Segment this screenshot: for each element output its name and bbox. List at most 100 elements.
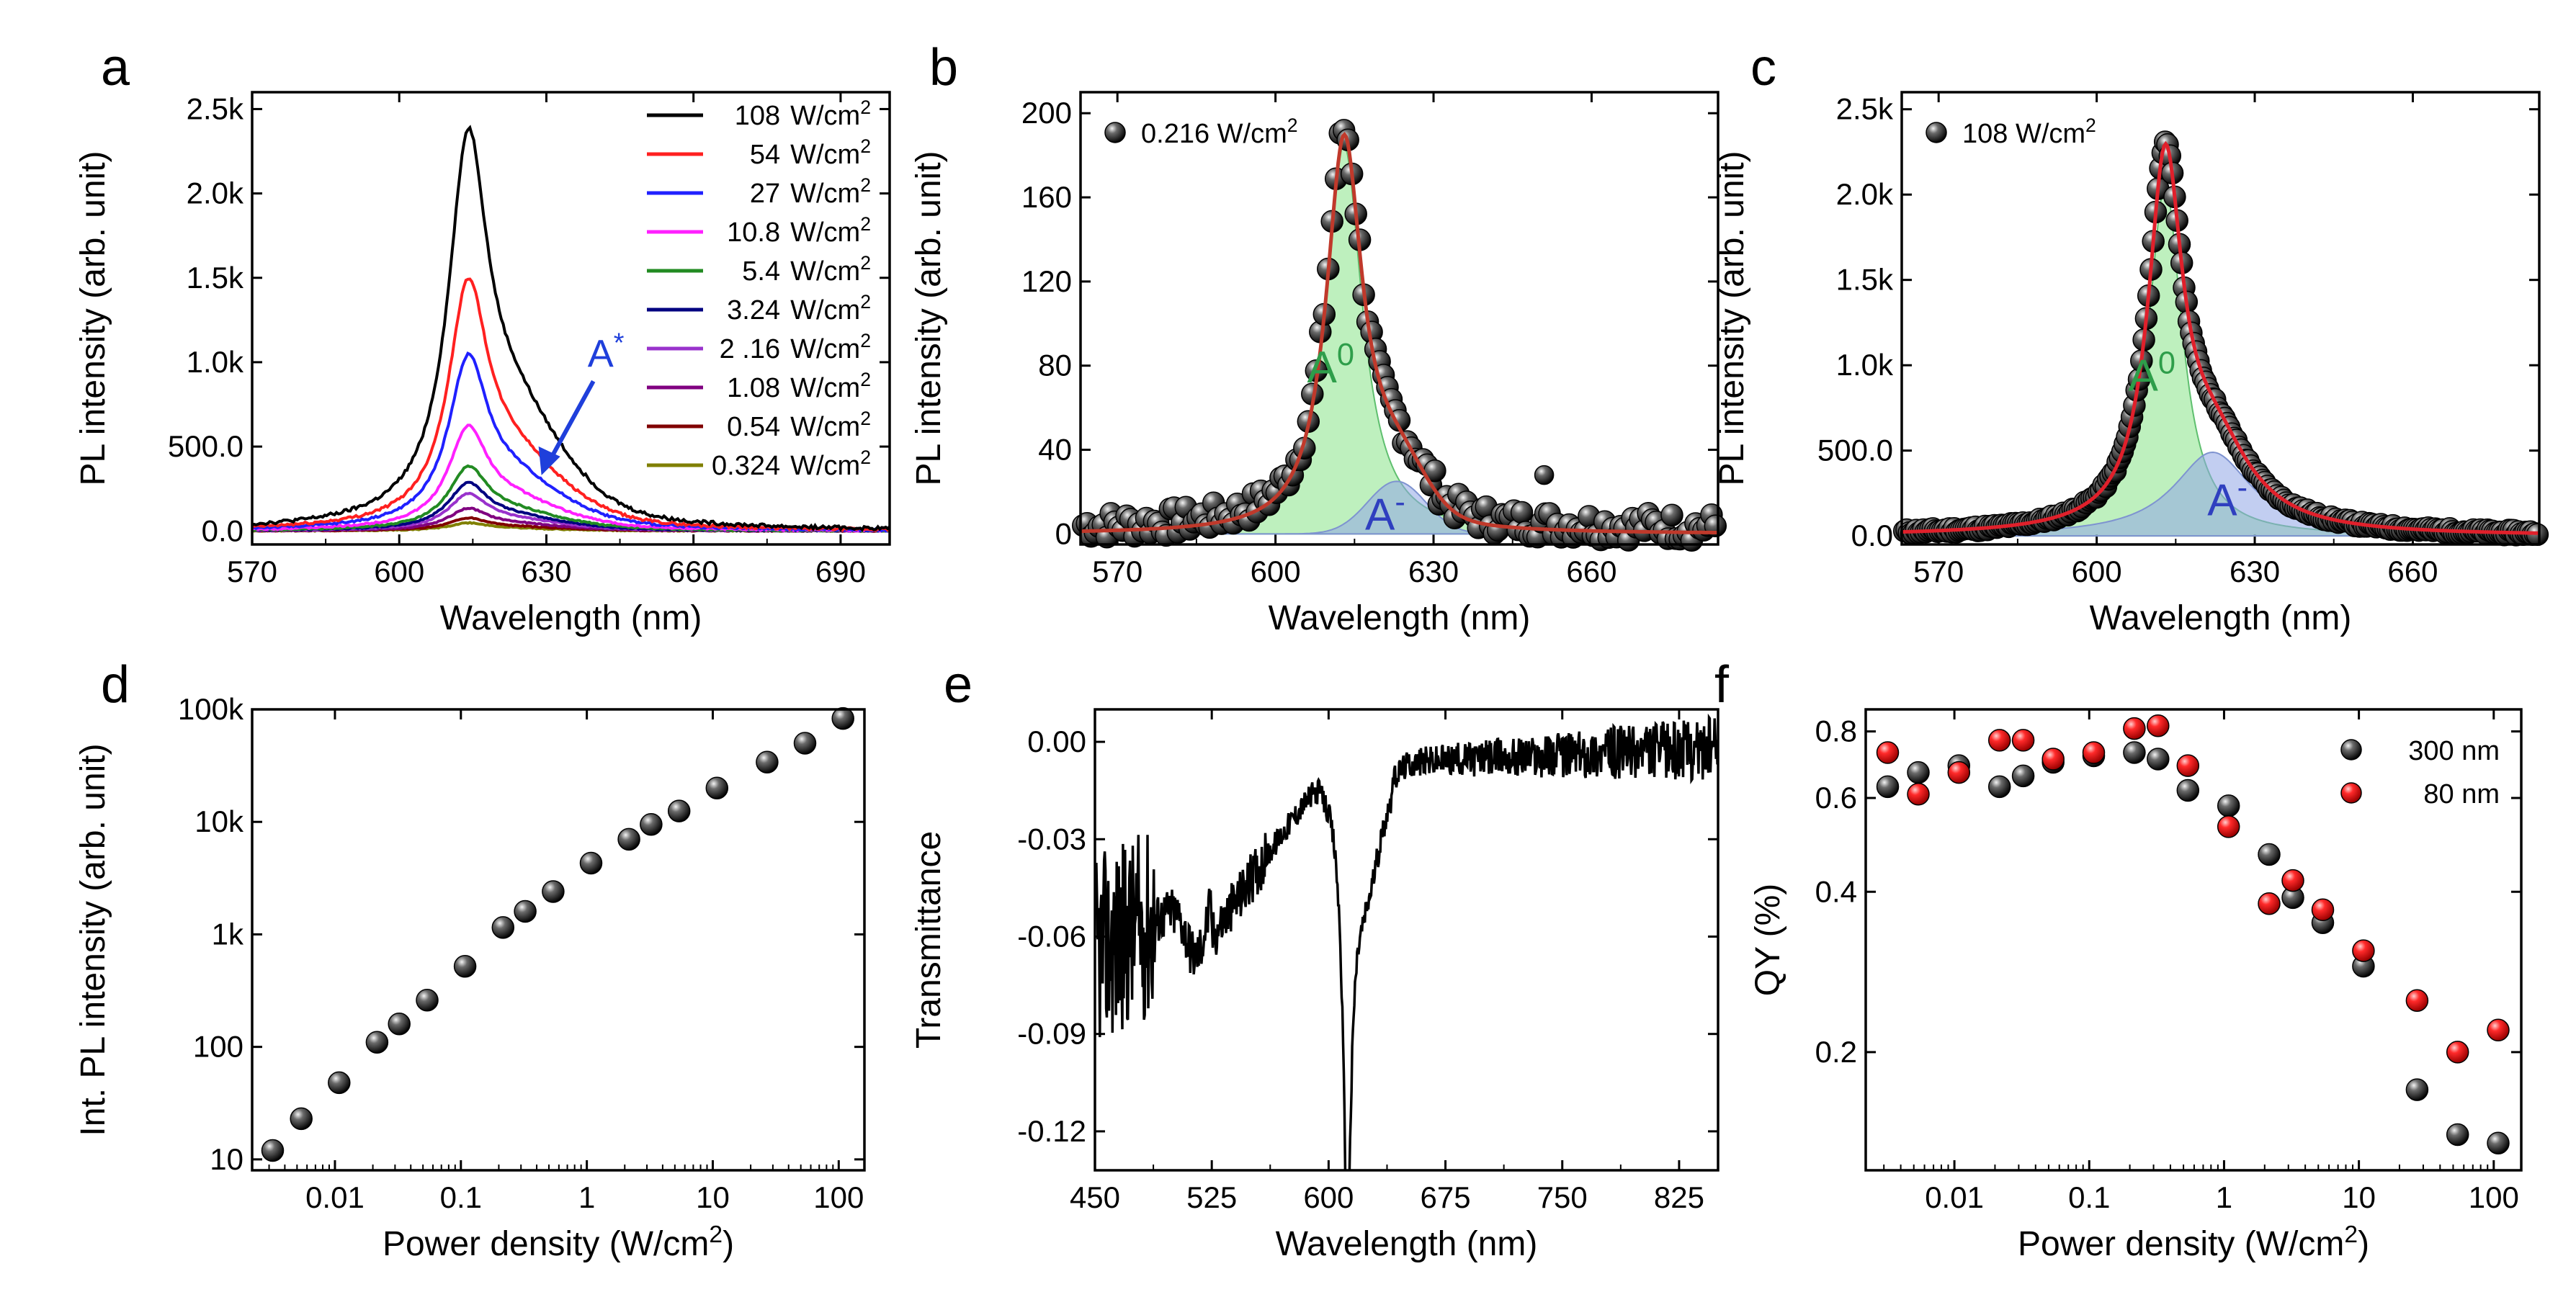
legend-entry: 54 W/cm2 <box>750 135 871 170</box>
y-tick-label: -0.09 <box>1017 1017 1086 1051</box>
superscript: 2 <box>860 213 871 235</box>
y-axis-title: QY (%) <box>1749 884 1787 996</box>
y-tick-label: 500.0 <box>1817 434 1893 467</box>
legend-entry: 5.4 W/cm2 <box>742 252 871 287</box>
data-point-300nm <box>1907 761 1930 784</box>
legend-entry: 10.8 W/cm2 <box>727 213 871 248</box>
data-point-80nm <box>2446 1041 2469 1064</box>
data-point-80nm <box>2352 939 2375 962</box>
superscript: 2 <box>860 291 871 313</box>
legend-unit: W/cm <box>790 451 860 481</box>
plot-frame <box>1900 91 2541 546</box>
data-point <box>290 1107 313 1131</box>
data-point <box>416 989 439 1012</box>
text-span: Wavelength (nm) <box>1269 599 1531 637</box>
x-tick-label: 100 <box>813 1180 864 1214</box>
y-tick-label: 10k <box>194 804 244 838</box>
data-point <box>365 1031 389 1054</box>
y-tick-label: 2.0k <box>187 176 244 210</box>
data-point-300nm <box>2487 1131 2510 1154</box>
data-point-80nm <box>2082 741 2106 764</box>
x-tick-label: 600 <box>2072 555 2122 588</box>
panel-letter: f <box>1714 656 1730 714</box>
legend-unit: W/cm <box>790 217 860 248</box>
y-tick-label: 2.5k <box>187 91 244 125</box>
y-tick-label: 0 <box>1055 516 1072 550</box>
x-tick-label: 0.01 <box>305 1180 365 1214</box>
data-point-80nm <box>2281 869 2304 892</box>
y-axis-title: Int. PL intensity (arb. unit) <box>74 743 112 1136</box>
data-point-80nm <box>2011 729 2035 752</box>
y-tick-label: 40 <box>1038 433 1072 467</box>
legend-entry: 0.216 W/cm2 <box>1141 115 1298 149</box>
y-tick-label: 80 <box>1038 349 1072 382</box>
data-point-80nm <box>2487 1018 2510 1042</box>
panel-d: d 0.01 0.1 1 10 100 10 100 1k 10k 100k Power densit… <box>74 656 866 1263</box>
annotation-A-star: A* <box>588 328 625 375</box>
panel-letter: b <box>929 39 958 97</box>
x-tick-label: 600 <box>1303 1180 1354 1214</box>
panel-letter: a <box>101 39 130 97</box>
panel-letter: d <box>101 656 130 714</box>
y-tick-label: 1.0k <box>187 345 244 379</box>
data-point-300nm <box>2446 1123 2469 1147</box>
y-tick-label: 0.6 <box>1815 781 1857 815</box>
legend-unit: W/cm <box>790 373 860 403</box>
superscript: 2 <box>860 369 871 390</box>
y-tick-label: 1.0k <box>1836 348 1894 382</box>
y-axis-title: Transmittance <box>910 831 948 1049</box>
text-span: 10.8 <box>727 217 780 248</box>
x-tick-label: 10 <box>696 1180 730 1214</box>
y-tick-label: 1.5k <box>187 261 244 295</box>
data-point <box>579 851 603 875</box>
text-span: 54 <box>750 140 780 170</box>
y-tick-label: 2.5k <box>1836 92 1894 126</box>
x-tick-label: 600 <box>1251 555 1301 588</box>
text-span: ) <box>2358 1225 2369 1263</box>
text-span: ) <box>723 1225 734 1263</box>
data-point-80nm <box>2405 989 2429 1012</box>
legend-marker <box>1104 122 1126 143</box>
text-span: Wavelength (nm) <box>440 599 702 637</box>
x-tick-label: 825 <box>1654 1180 1704 1214</box>
x-tick-label: 660 <box>668 555 719 588</box>
y-tick-label: 1k <box>212 917 244 951</box>
panel-e: e 450 525 600 675 750 825 0.00 -0.03 -0.06 -0.09 -0… <box>910 656 1719 1263</box>
text-span: 3.24 <box>727 295 780 326</box>
legend-entry: 3.24 W/cm2 <box>727 291 871 326</box>
data-point-300nm <box>2258 843 2281 866</box>
data-point-300nm <box>1987 775 2011 799</box>
text-span: 27 <box>750 179 780 209</box>
data-point <box>667 799 691 822</box>
superscript: 0 <box>2158 346 2175 381</box>
data-point <box>514 900 537 923</box>
text-span: Wavelength (nm) <box>2090 599 2352 637</box>
data-point <box>756 750 779 773</box>
superscript: 2 <box>860 330 871 351</box>
fit-curve <box>1081 131 1718 534</box>
legend-unit: W/cm <box>790 179 860 209</box>
legend-entry: 108 W/cm2 <box>735 97 871 131</box>
series-line-108 <box>252 423 890 533</box>
x-axis-title: Wavelength (nm) <box>440 599 702 637</box>
legend-entry: 80 nm <box>2423 779 2500 809</box>
y-tick-label: 0.0 <box>1851 519 1893 552</box>
y-tick-label: -0.12 <box>1017 1114 1086 1148</box>
text-span: 108 <box>735 101 780 131</box>
data-point-300nm <box>2405 1078 2429 1101</box>
data-point-300nm <box>1876 775 1900 799</box>
text-span: 0.216 W/cm <box>1141 119 1287 149</box>
data-point <box>542 880 565 903</box>
y-tick-label: -0.06 <box>1017 919 1086 953</box>
x-tick-label: 675 <box>1421 1180 1471 1214</box>
superscript: 2 <box>860 135 871 157</box>
data-point <box>388 1013 411 1036</box>
x-tick-label: 660 <box>1566 555 1616 588</box>
legend-entry: 1.08 W/cm2 <box>727 369 871 403</box>
x-tick-label: 1 <box>578 1180 595 1214</box>
superscript: 2 <box>709 1221 723 1248</box>
panel-a: a 570 600 630 660 690 0.0 500.0 1.0k 1.5k 2.0k 2.5k… <box>74 39 891 637</box>
legend-unit: W/cm <box>790 256 860 287</box>
y-tick-label: 0.2 <box>1815 1035 1857 1069</box>
x-axis-title: Wavelength (nm) <box>1269 599 1531 637</box>
